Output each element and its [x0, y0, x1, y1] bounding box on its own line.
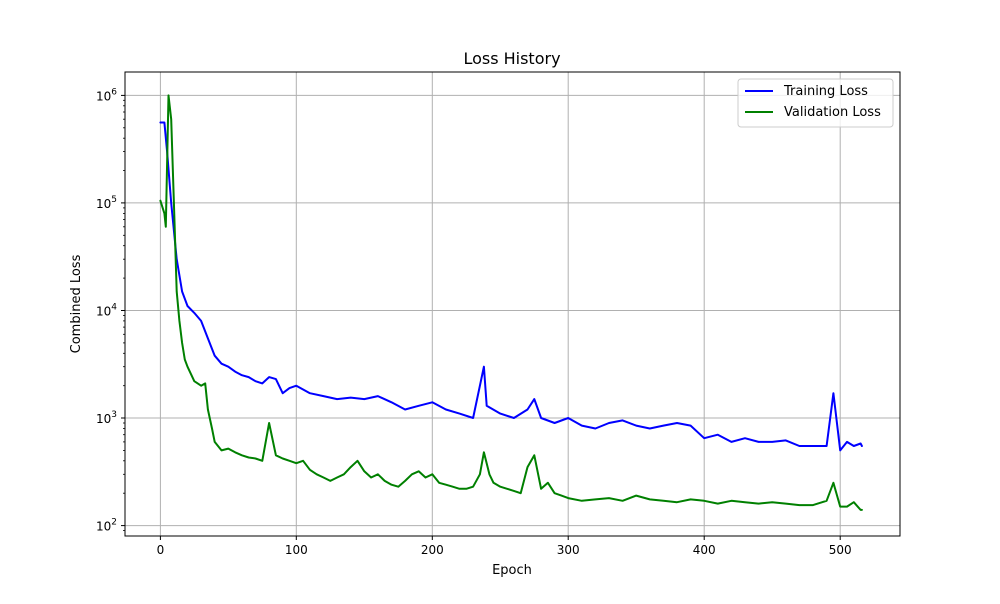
- y-axis-ticks: 102 103 104 105 106: [96, 87, 125, 534]
- x-tick-label: 0: [157, 543, 165, 557]
- y-tick-label: 105: [96, 195, 117, 211]
- x-axis-label: Epoch: [492, 563, 532, 578]
- x-tick-label: 300: [557, 543, 580, 557]
- x-axis-ticks: 0 100 200 300 400 500: [157, 536, 852, 557]
- y-tick-label: 103: [96, 410, 117, 426]
- series-lines: [159, 94, 863, 511]
- y-tick-label: 106: [96, 87, 117, 103]
- legend-label-training: Training Loss: [783, 84, 868, 99]
- validation-loss-line: [159, 94, 863, 511]
- y-tick-label: 104: [96, 303, 117, 319]
- x-tick-label: 100: [285, 543, 308, 557]
- legend-label-validation: Validation Loss: [784, 105, 881, 120]
- legend: Training Loss Validation Loss: [737, 78, 894, 128]
- y-axis-label: Combined Loss: [69, 254, 84, 353]
- chart-title: Loss History: [463, 49, 560, 68]
- training-loss-line: [159, 121, 863, 452]
- plot-frame: [124, 71, 901, 537]
- y-tick-label: 102: [96, 518, 117, 534]
- x-tick-label: 200: [421, 543, 444, 557]
- legend-box: [737, 78, 894, 128]
- x-tick-label: 500: [829, 543, 852, 557]
- x-tick-label: 400: [693, 543, 716, 557]
